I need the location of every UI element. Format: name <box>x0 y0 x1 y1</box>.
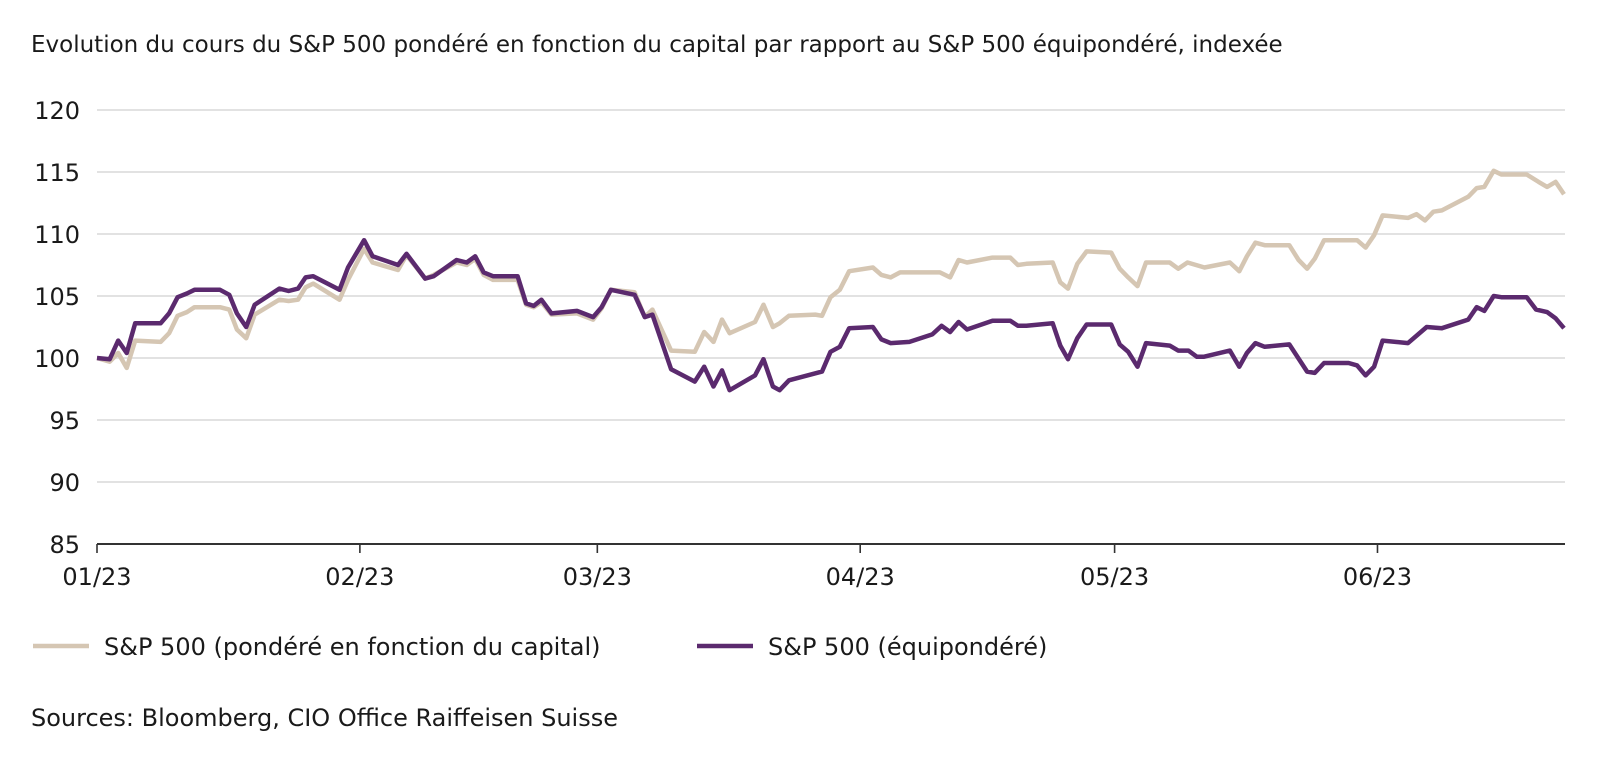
x-tick-label: 02/23 <box>325 563 394 591</box>
x-tick-label: 06/23 <box>1343 563 1412 591</box>
x-tick-label: 03/23 <box>563 563 632 591</box>
y-tick-label: 105 <box>34 283 80 311</box>
series-line-cap-weighted <box>96 168 1566 371</box>
legend-label-cap-weighted: S&P 500 (pondéré en fonction du capital) <box>104 633 601 661</box>
x-tick-label: 01/23 <box>62 563 131 591</box>
y-tick-label: 100 <box>34 345 80 373</box>
y-tick-label: 120 <box>34 97 80 125</box>
y-tick-label: 110 <box>34 221 80 249</box>
x-axis: 01/23 02/23 03/23 04/23 05/23 06/23 <box>62 543 1565 591</box>
legend: S&P 500 (pondéré en fonction du capital)… <box>33 633 1047 661</box>
x-tick-label: 05/23 <box>1080 563 1149 591</box>
series-line-equal-weighted <box>96 237 1566 393</box>
y-tick-label: 90 <box>49 469 80 497</box>
y-axis-ticks: 85 90 95 100 105 110 115 120 <box>34 97 80 559</box>
series-lines <box>96 168 1566 393</box>
legend-label-equal-weighted: S&P 500 (équipondéré) <box>768 633 1047 661</box>
y-tick-label: 115 <box>34 159 80 187</box>
y-tick-label: 95 <box>49 407 80 435</box>
source-note: Sources: Bloomberg, CIO Office Raiffeise… <box>31 704 618 732</box>
chart-title: Evolution du cours du S&P 500 pondéré en… <box>31 32 1283 58</box>
y-tick-label: 85 <box>49 531 80 559</box>
x-tick-label: 04/23 <box>826 563 895 591</box>
